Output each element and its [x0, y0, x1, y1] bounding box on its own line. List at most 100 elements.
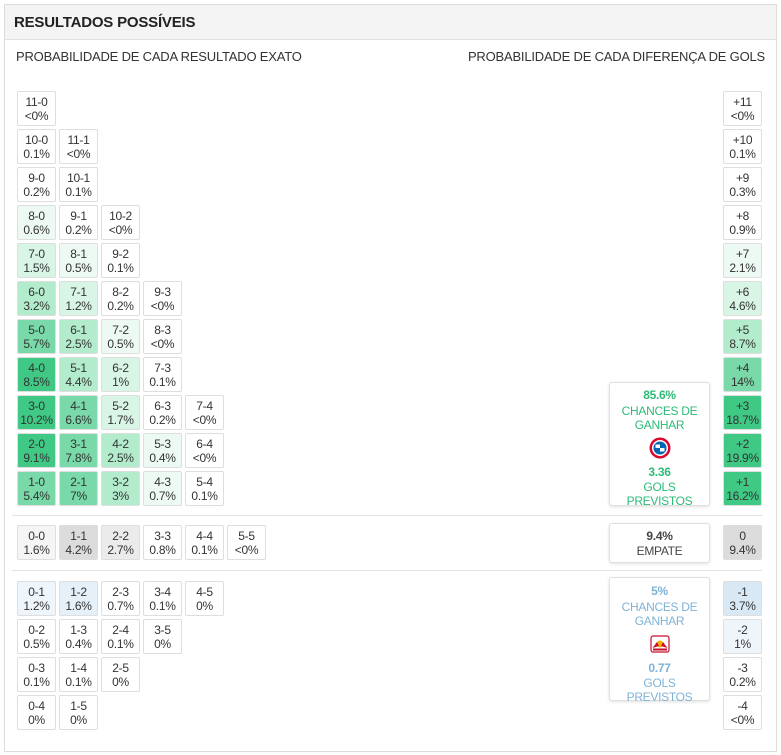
score-cell: 6-3 0.2% — [143, 395, 182, 430]
score-cell: 0-1 1.2% — [17, 581, 56, 616]
panel-header: RESULTADOS POSSÍVEIS — [5, 5, 776, 40]
score-cell: 4-3 0.7% — [143, 471, 182, 506]
score-cell: 7-3 0.1% — [143, 357, 182, 392]
cell-probability: 7% — [70, 489, 87, 503]
cell-label: 7-0 — [28, 247, 45, 261]
score-cell: 3-0 10.2% — [17, 395, 56, 430]
cell-probability: 1.5% — [23, 261, 50, 275]
cell-label: 3-5 — [154, 623, 171, 637]
score-cell: 5-4 0.1% — [185, 471, 224, 506]
cell-probability: <0% — [24, 109, 49, 123]
score-cell: 11-0 <0% — [17, 91, 56, 126]
score-cell: 6-4 <0% — [185, 433, 224, 468]
score-cell: 2-5 0% — [101, 657, 140, 692]
goal-diff-cell: +6 4.6% — [723, 281, 762, 316]
cell-label: 5-2 — [112, 399, 129, 413]
score-cell: 2-0 9.1% — [17, 433, 56, 468]
cell-probability: 1% — [734, 637, 751, 651]
cell-probability: 2.7% — [107, 543, 134, 557]
cell-probability: 0.5% — [107, 337, 134, 351]
cell-label: 7-1 — [70, 285, 87, 299]
cell-label: 2-3 — [112, 585, 129, 599]
score-cell: 5-2 1.7% — [101, 395, 140, 430]
cell-probability: 0% — [112, 675, 129, 689]
away-expected-goals-label: GOLS PREVISTOS — [626, 676, 693, 704]
away-win-label: CHANCES DE GANHAR — [621, 600, 698, 628]
cell-probability: 0% — [28, 713, 45, 727]
cell-label: 10-0 — [25, 133, 48, 147]
score-cell: 7-2 0.5% — [101, 319, 140, 354]
score-cell: 0-0 1.6% — [17, 525, 56, 560]
cell-label: 0 — [739, 529, 746, 543]
cell-probability: <0% — [730, 713, 755, 727]
cell-probability: <0% — [150, 337, 175, 351]
score-cell: 1-1 4.2% — [59, 525, 98, 560]
cell-label: 4-0 — [28, 361, 45, 375]
cell-probability: 1.2% — [65, 299, 92, 313]
cell-label: +4 — [735, 361, 750, 375]
score-cell: 0-3 0.1% — [17, 657, 56, 692]
cell-label: 2-5 — [112, 661, 129, 675]
score-cell: 3-3 0.8% — [143, 525, 182, 560]
home-team-card: 85.6% CHANCES DE GANHAR 3.36 GOLS PREVIS… — [609, 382, 710, 508]
cell-label: 5-5 — [238, 529, 255, 543]
cell-probability: 4.2% — [65, 543, 92, 557]
cell-label: 8-0 — [28, 209, 45, 223]
score-cell: 8-2 0.2% — [101, 281, 140, 316]
cell-label: +10 — [732, 133, 753, 147]
goal-diff-cell: +5 8.7% — [723, 319, 762, 354]
cell-probability: 0.7% — [149, 489, 176, 503]
cell-probability: 3.2% — [23, 299, 50, 313]
home-win-percentage: 85.6% — [643, 388, 676, 402]
cell-label: 9-0 — [28, 171, 45, 185]
cell-probability: 2.5% — [65, 337, 92, 351]
score-cell: 2-3 0.7% — [101, 581, 140, 616]
cell-label: -3 — [737, 661, 748, 675]
score-cell: 9-2 0.1% — [101, 243, 140, 278]
cell-probability: 10.2% — [20, 413, 53, 427]
cell-probability: 0.2% — [65, 223, 92, 237]
score-cell: 0-2 0.5% — [17, 619, 56, 654]
cell-label: 7-4 — [196, 399, 213, 413]
cell-probability: 0.4% — [149, 451, 176, 465]
goal-diff-cell: +1 16.2% — [723, 471, 762, 506]
cell-probability: 19.9% — [726, 451, 759, 465]
cell-probability: 7.8% — [65, 451, 92, 465]
cell-probability: 6.6% — [65, 413, 92, 427]
bayern-munich-crest-icon — [649, 437, 670, 459]
cell-label: 0-0 — [28, 529, 45, 543]
cell-probability: 0.5% — [65, 261, 92, 275]
score-cell: 7-0 1.5% — [17, 243, 56, 278]
cell-label: 5-4 — [196, 475, 213, 489]
cell-label: +9 — [735, 171, 750, 185]
cell-label: 4-1 — [70, 399, 87, 413]
cell-probability: 1.6% — [23, 543, 50, 557]
cell-label: +11 — [733, 95, 752, 109]
goal-diff-cell: 0 9.4% — [723, 525, 762, 560]
cell-label: 6-0 — [28, 285, 45, 299]
away-win-percentage: 5% — [651, 584, 668, 598]
cell-probability: 0.7% — [107, 599, 134, 613]
cell-label: +6 — [735, 285, 750, 299]
cell-probability: <0% — [234, 543, 259, 557]
home-win-label: CHANCES DE GANHAR — [621, 404, 698, 432]
score-cell: 3-1 7.8% — [59, 433, 98, 468]
score-cell: 5-5 <0% — [227, 525, 266, 560]
goal-diff-cell: +9 0.3% — [723, 167, 762, 202]
cell-label: 8-1 — [70, 247, 87, 261]
score-cell: 0-4 0% — [17, 695, 56, 730]
cell-probability: <0% — [66, 147, 91, 161]
panel-title: RESULTADOS POSSÍVEIS — [14, 14, 196, 31]
score-cell: 4-1 6.6% — [59, 395, 98, 430]
cell-probability: 1.7% — [107, 413, 134, 427]
score-cell: 8-0 0.6% — [17, 205, 56, 240]
cell-probability: 0.6% — [23, 223, 50, 237]
cell-label: +8 — [735, 209, 750, 223]
cell-probability: 1.2% — [23, 599, 50, 613]
cell-label: 9-2 — [112, 247, 129, 261]
cell-label: +7 — [735, 247, 750, 261]
score-cell: 10-2 <0% — [101, 205, 140, 240]
score-cell: 6-2 1% — [101, 357, 140, 392]
cell-probability: 0.8% — [149, 543, 176, 557]
cell-probability: 0.4% — [65, 637, 92, 651]
